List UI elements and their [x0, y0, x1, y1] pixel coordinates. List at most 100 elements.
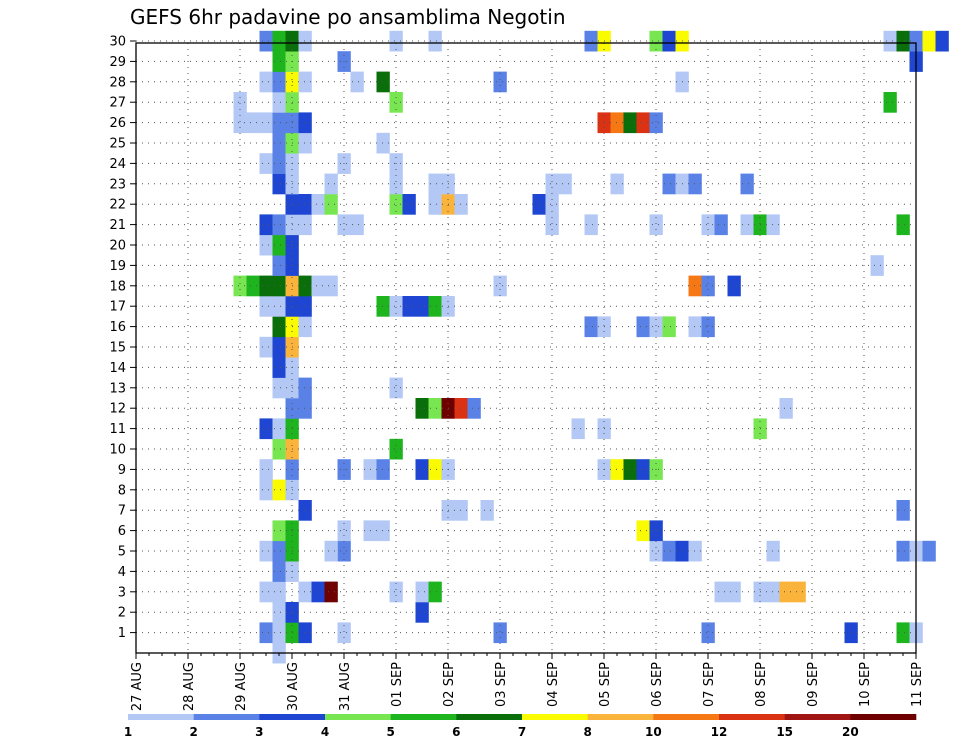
legend-swatch: [784, 714, 851, 720]
heatmap-cell: [298, 316, 312, 338]
heatmap-cell: [532, 194, 546, 215]
legend-swatch: [259, 714, 326, 720]
heatmap-cell: [337, 214, 351, 236]
heatmap-cell: [272, 316, 286, 338]
heatmap-cell: [428, 459, 442, 480]
heatmap-cell: [935, 30, 949, 52]
heatmap-cell: [259, 153, 273, 174]
heatmap-cell: [272, 51, 286, 72]
heatmap-cell: [766, 214, 780, 236]
heatmap-cell: [259, 581, 273, 603]
heatmap-cell: [688, 275, 702, 297]
y-tick-label: 15: [109, 341, 126, 356]
heatmap-cell: [246, 112, 260, 134]
heatmap-cell: [259, 622, 273, 644]
heatmap-cell: [272, 357, 286, 378]
heatmap-cell: [272, 30, 286, 52]
heatmap-cell: [389, 581, 403, 603]
heatmap-cell: [389, 173, 403, 195]
y-tick-label: 8: [118, 483, 126, 498]
y-tick-label: 10: [109, 443, 126, 458]
heatmap-cell: [233, 92, 247, 113]
heatmap-cell: [402, 296, 416, 317]
heatmap-cell: [298, 296, 312, 317]
heatmap-cell: [259, 418, 273, 440]
heatmap-cell: [272, 214, 286, 236]
heatmap-cell: [649, 30, 663, 52]
heatmap-cell: [701, 275, 715, 297]
y-tick-label: 3: [118, 585, 126, 600]
y-tick-label: 11: [109, 422, 126, 437]
y-tick-label: 7: [118, 504, 126, 519]
heatmap-cell: [740, 214, 754, 236]
heatmap-cell: [272, 479, 286, 501]
heatmap-cell: [376, 71, 390, 93]
heatmap-cell: [610, 112, 624, 134]
legend-label: 6: [452, 725, 460, 739]
y-tick-label: 9: [118, 463, 126, 478]
x-tick-label: 06 SEP: [650, 662, 665, 707]
heatmap-cell: [272, 112, 286, 134]
heatmap-cell: [688, 540, 702, 562]
heatmap-cell: [350, 214, 364, 236]
heatmap-cell: [324, 275, 338, 297]
heatmap-cell: [415, 602, 429, 623]
heatmap-cell: [662, 540, 676, 562]
heatmap-cell: [246, 275, 260, 297]
heatmap-cell: [311, 581, 325, 603]
legend-swatch: [325, 714, 391, 720]
heatmap-cell: [493, 622, 507, 644]
legend-label: 20: [842, 725, 859, 739]
legend-label: 1: [124, 725, 132, 739]
heatmap-cell: [623, 459, 637, 480]
heatmap-cell: [298, 377, 312, 399]
x-tick-label: 10 SEP: [858, 662, 873, 707]
legend-label: 8: [583, 725, 591, 739]
heatmap-cell: [545, 214, 559, 236]
heatmap-cell: [272, 336, 286, 358]
heatmap-cell: [922, 30, 936, 52]
heatmap-cell: [298, 214, 312, 236]
y-tick-label: 14: [109, 361, 126, 376]
y-tick-label: 17: [109, 300, 126, 315]
heatmap-cell: [298, 622, 312, 644]
y-tick-label: 30: [109, 35, 126, 50]
heatmap-cell: [337, 540, 351, 562]
heatmap-cell: [896, 540, 910, 562]
legend-label: 2: [189, 725, 197, 739]
y-tick-label: 21: [109, 218, 126, 233]
heatmap-cell: [636, 459, 650, 480]
heatmap-cell: [870, 255, 884, 276]
heatmap-cell: [389, 30, 403, 52]
heatmap-cell: [272, 255, 286, 276]
heatmap-cell: [350, 71, 364, 93]
legend-layer: 1 2 3 4 5 6 7 8 10 12 15 20: [124, 714, 917, 739]
heatmap-cell: [766, 540, 780, 562]
heatmap-cell: [636, 520, 650, 542]
heatmap-cell: [545, 194, 559, 215]
heatmap-cell: [896, 214, 910, 236]
y-tick-label: 1: [118, 626, 126, 641]
grid-layer: [136, 40, 916, 653]
heatmap-cell: [272, 296, 286, 317]
cells-layer: [233, 30, 949, 664]
heatmap-cell: [428, 194, 442, 215]
legend-label: 7: [518, 725, 526, 739]
heatmap-cell: [272, 92, 286, 113]
heatmap-cell: [389, 92, 403, 113]
heatmap-cell: [883, 92, 897, 113]
heatmap-cell: [324, 194, 338, 215]
heatmap-cell: [298, 30, 312, 52]
y-tick-label: 26: [109, 116, 126, 131]
legend-swatch: [653, 714, 720, 720]
heatmap-cell: [415, 398, 429, 419]
heatmap-cell: [428, 581, 442, 603]
heatmap-cell: [896, 30, 910, 52]
heatmap-cell: [272, 602, 286, 623]
heatmap-cell: [311, 194, 325, 215]
y-tick-label: 18: [109, 279, 126, 294]
legend-swatch: [719, 714, 785, 720]
heatmap-cell: [259, 336, 273, 358]
heatmap-cell: [584, 214, 598, 236]
